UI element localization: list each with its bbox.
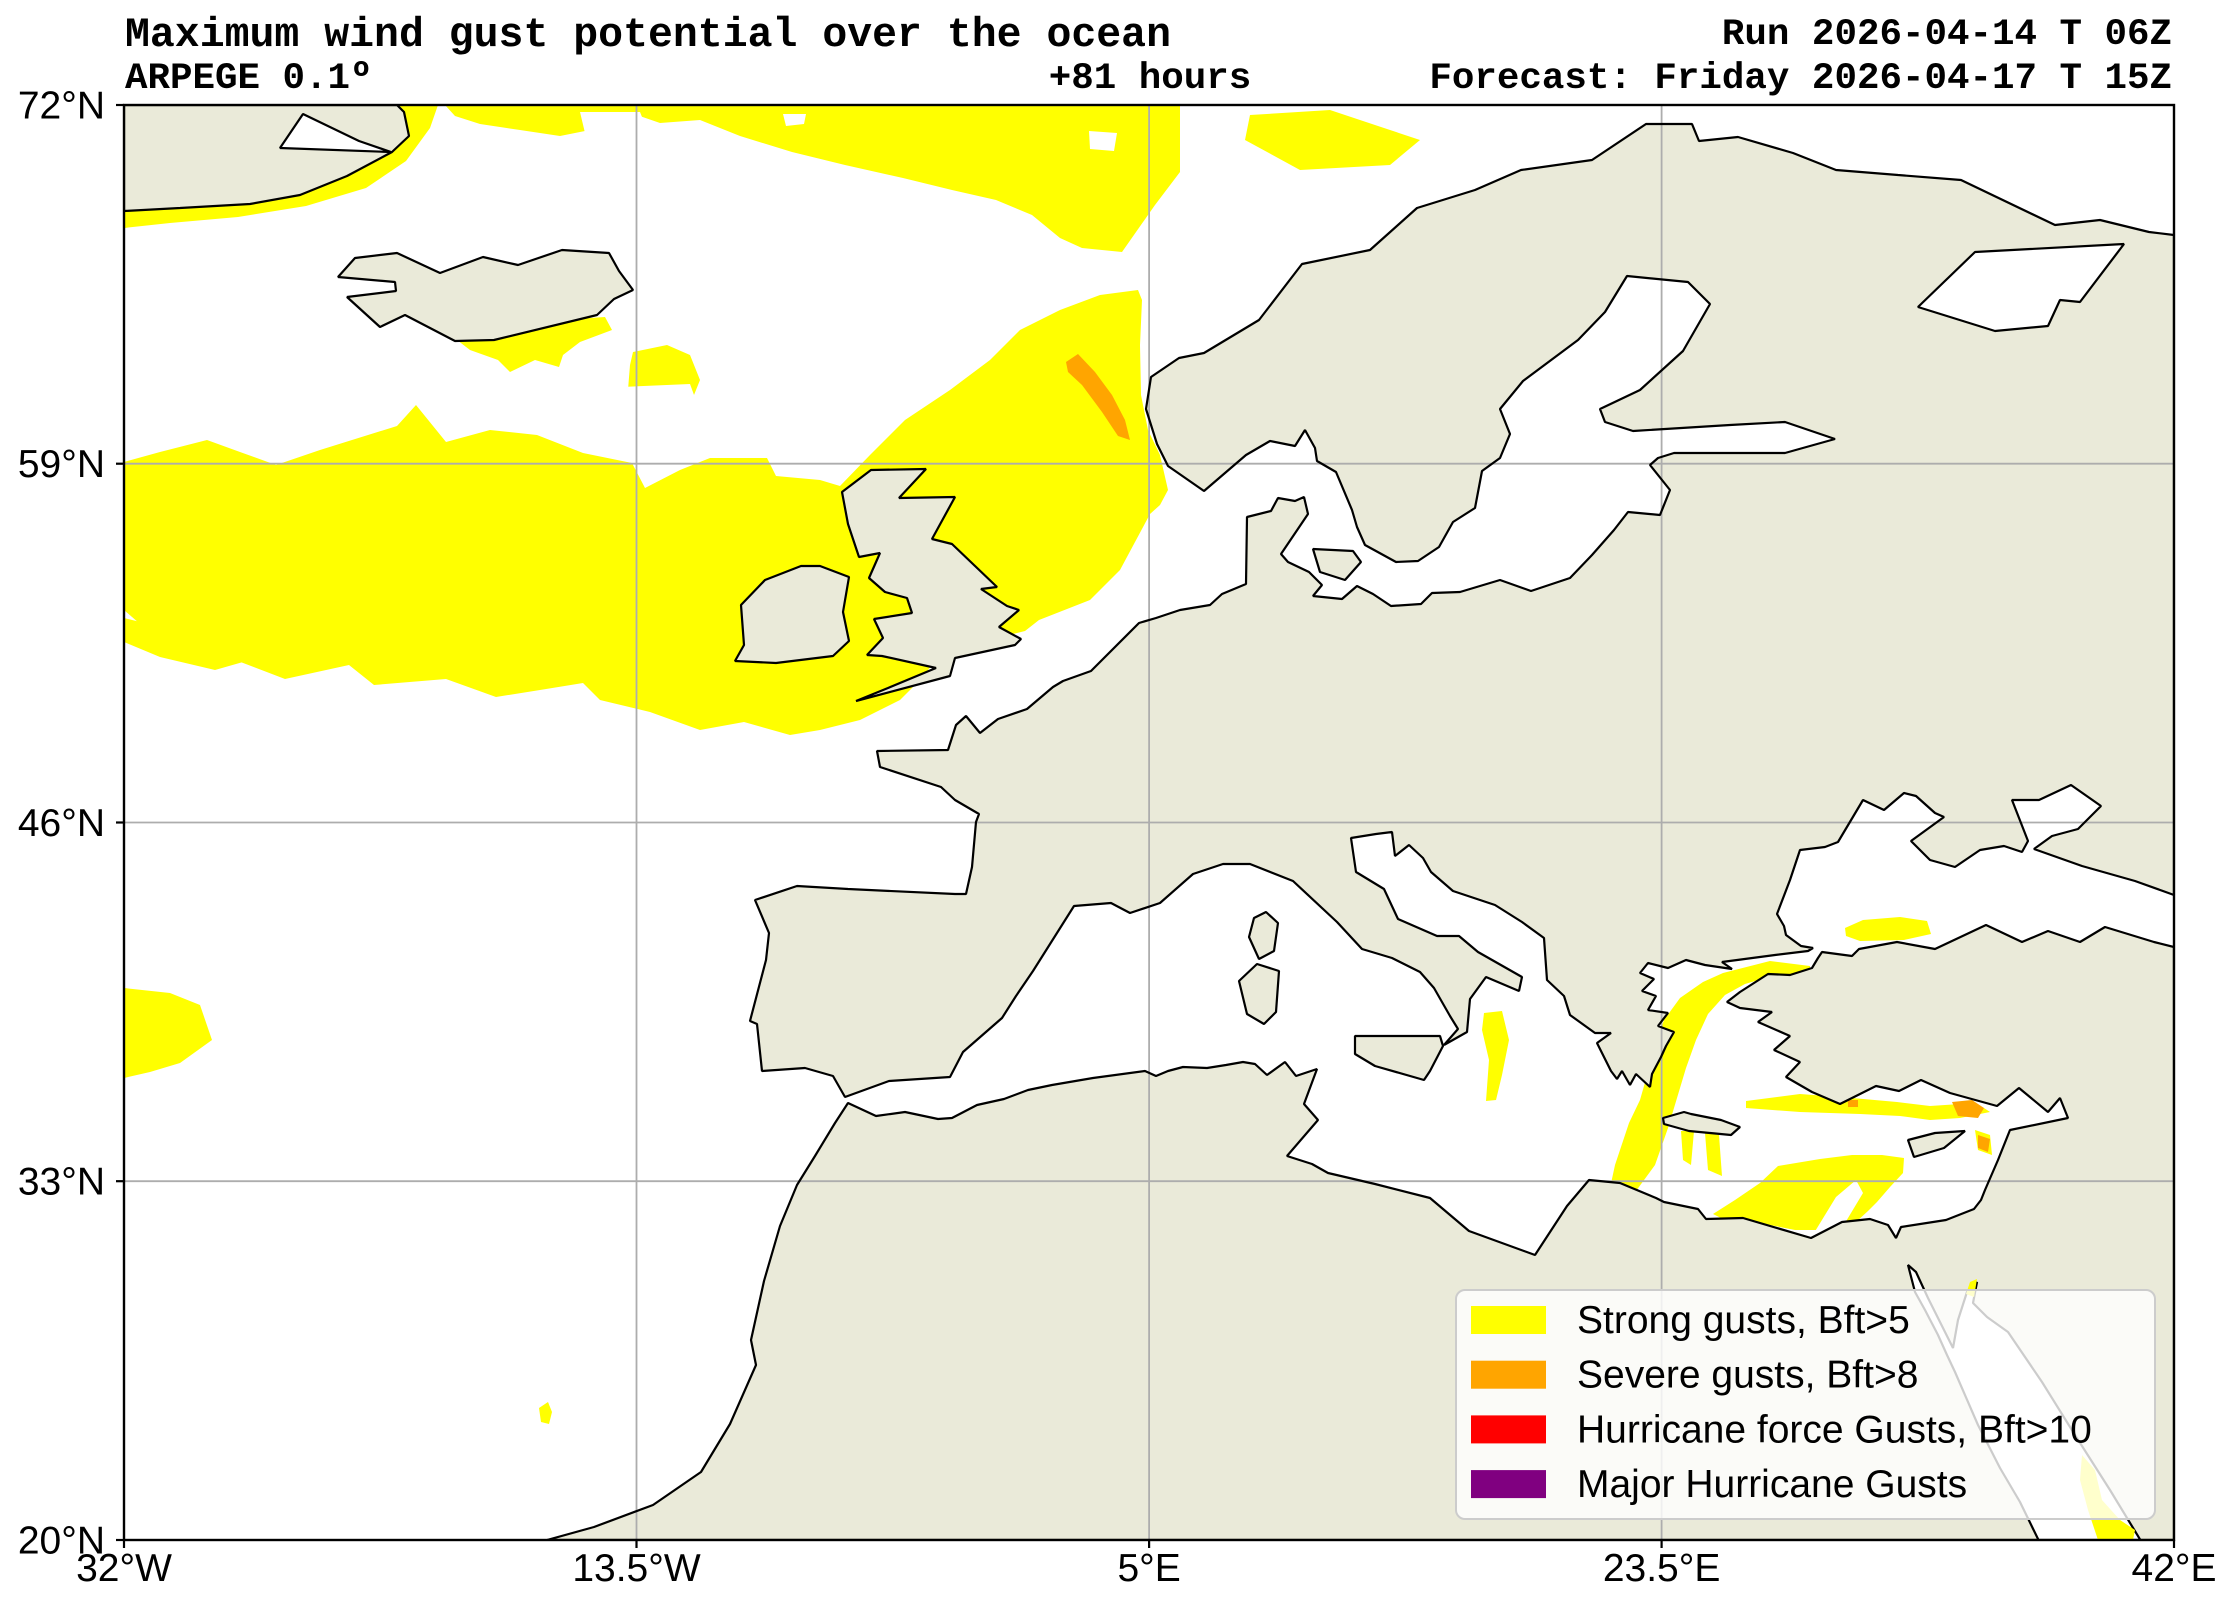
svg-text:59°N: 59°N: [18, 443, 105, 486]
svg-text:Maximum wind gust potential ov: Maximum wind gust potential over the oce…: [125, 12, 1171, 59]
svg-text:Major Hurricane Gusts: Major Hurricane Gusts: [1577, 1463, 1967, 1506]
svg-text:20°N: 20°N: [18, 1520, 105, 1563]
svg-text:13.5°W: 13.5°W: [572, 1547, 701, 1590]
svg-text:33°N: 33°N: [18, 1161, 105, 1204]
svg-text:Forecast: Friday 2026-04-17 T: Forecast: Friday 2026-04-17 T 15Z: [1429, 58, 2172, 100]
svg-text:Run 2026-04-14 T 06Z: Run 2026-04-14 T 06Z: [1722, 14, 2172, 56]
svg-text:Hurricane force Gusts, Bft>10: Hurricane force Gusts, Bft>10: [1577, 1408, 2092, 1451]
svg-text:5°E: 5°E: [1117, 1547, 1180, 1590]
svg-text:42°E: 42°E: [2132, 1547, 2217, 1590]
svg-text:+81 hours: +81 hours: [1049, 58, 1252, 100]
svg-text:ARPEGE 0.1º: ARPEGE 0.1º: [125, 58, 373, 100]
svg-text:23.5°E: 23.5°E: [1603, 1547, 1721, 1590]
svg-text:72°N: 72°N: [18, 85, 105, 128]
svg-text:32°W: 32°W: [76, 1547, 172, 1590]
svg-text:Severe gusts, Bft>8: Severe gusts, Bft>8: [1577, 1354, 1918, 1397]
svg-text:Strong gusts, Bft>5: Strong gusts, Bft>5: [1577, 1299, 1910, 1342]
svg-text:46°N: 46°N: [18, 802, 105, 845]
